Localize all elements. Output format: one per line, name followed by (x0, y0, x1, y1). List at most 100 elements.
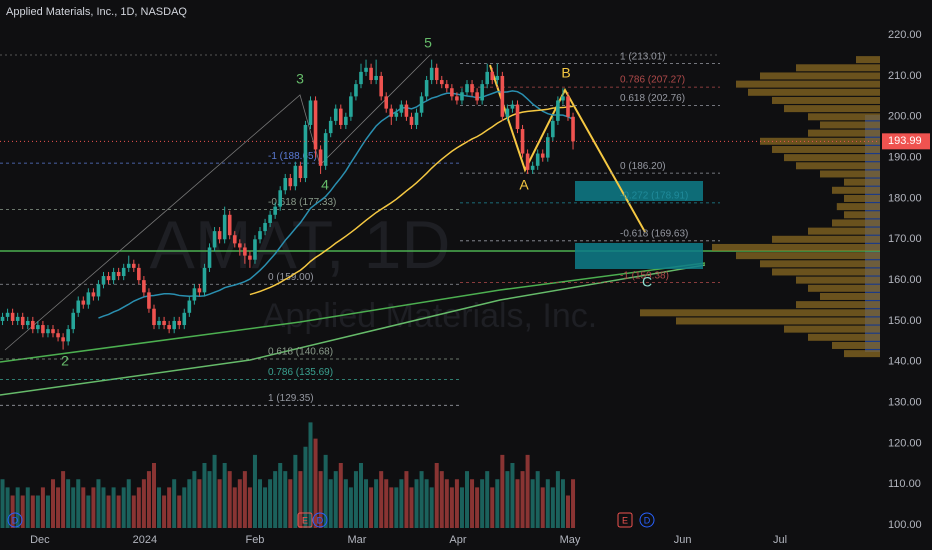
volume-bar (510, 463, 515, 528)
y-tick-label: 210.00 (888, 70, 922, 82)
volume-bar (222, 463, 227, 528)
event-label: D (317, 515, 324, 525)
candle-body (495, 75, 500, 81)
volume-bar (273, 471, 278, 528)
chart-title: Applied Materials, Inc., 1D, NASDAQ (6, 6, 187, 18)
volume-bar (141, 479, 146, 528)
volume-bar (571, 479, 576, 528)
candle-body (56, 333, 60, 338)
candle-body (525, 153, 530, 170)
candle-body (137, 267, 141, 281)
volume-profile-bar (736, 80, 880, 88)
volume-bar (247, 487, 252, 528)
volume-profile-bar (784, 154, 880, 162)
candle-body (20, 316, 25, 326)
volume-profile-bar (736, 252, 880, 260)
volume-profile-bar (844, 194, 880, 202)
candle-body (429, 67, 434, 81)
volume-bar (242, 471, 247, 528)
event-badge (639, 512, 655, 528)
candle-body (369, 67, 373, 81)
volume-profile-bar (832, 341, 880, 349)
fib-label: 0.618 (140.68) (268, 347, 333, 358)
candle-body (177, 320, 182, 326)
y-tick-label: 180.00 (888, 192, 922, 204)
volume-profile-bar (760, 260, 880, 268)
candle-body (101, 276, 106, 285)
volume-bar (172, 479, 177, 528)
fib-label: -1 (159.38) (620, 270, 669, 281)
volume-bar (71, 487, 76, 528)
volume-bar (30, 495, 35, 528)
volume-bar (389, 487, 394, 528)
candle-body (530, 165, 535, 170)
wave-label: 2 (61, 353, 69, 369)
fib-label: 1 (129.35) (268, 393, 314, 404)
moving-average (98, 90, 574, 319)
candle-body (131, 263, 136, 268)
volume-bar (328, 479, 333, 528)
volume-bar (162, 495, 167, 528)
fib-label: -0.618 (169.63) (620, 228, 688, 239)
event-badge (312, 512, 328, 528)
volume-bar (263, 487, 268, 528)
volume-profile-bar (808, 129, 880, 137)
candle-body (243, 247, 247, 256)
volume-bar (217, 479, 222, 528)
candle-body (283, 178, 288, 191)
volume-bar (45, 495, 50, 528)
fib-label: 0 (159.00) (268, 272, 314, 283)
volume-bar (475, 487, 480, 528)
candle-body (238, 243, 242, 248)
volume-bar (470, 479, 475, 528)
volume-bar (545, 479, 550, 528)
candle-body (434, 67, 439, 81)
volume-bar (40, 487, 45, 528)
candle-body (364, 67, 368, 72)
candle-body (288, 178, 293, 187)
candle-body (298, 165, 303, 179)
candle-body (414, 112, 419, 125)
fib-label: -0.618 (177.33) (268, 197, 336, 208)
candle-body (551, 120, 555, 138)
candle-body (374, 75, 378, 81)
last-price-box (882, 133, 930, 150)
volume-profile-bar (832, 219, 880, 227)
volume-bar (379, 471, 384, 528)
candle-body (273, 206, 277, 215)
event-label: E (622, 515, 628, 525)
candle-body (354, 84, 358, 97)
volume-profile-bar (796, 64, 880, 72)
volume-profile-bar (820, 170, 880, 178)
event-badge (297, 512, 313, 528)
watermark-name: Applied Materials, Inc. (263, 297, 598, 335)
volume-bar (550, 487, 555, 528)
volume-profile-bar (796, 276, 880, 284)
candle-body (106, 276, 111, 281)
volume-bar (530, 479, 535, 528)
candle-body (399, 104, 404, 113)
volume-bar (414, 479, 419, 528)
fib-label: 1 (213.01) (620, 51, 666, 62)
candle-body (556, 100, 560, 121)
candle-body (61, 337, 65, 342)
volume-bar (540, 487, 545, 528)
volume-bar (500, 454, 505, 528)
candle-body (126, 263, 131, 268)
volume-bar (167, 487, 172, 528)
volume-bar (404, 471, 409, 528)
candle-body (455, 96, 459, 101)
volume-bar (454, 479, 459, 528)
volume-bar (232, 487, 237, 528)
volume-profile-bar (784, 325, 880, 333)
volume-bar (0, 479, 5, 528)
volume-profile-bar (676, 317, 880, 325)
volume-bar (51, 479, 56, 528)
candle-body (485, 71, 490, 85)
event-label: D (644, 515, 651, 525)
volume-bar (146, 471, 151, 528)
volume-bar (81, 487, 86, 528)
volume-bar (313, 438, 318, 528)
candle-body (222, 214, 227, 240)
candle-body (192, 288, 197, 301)
